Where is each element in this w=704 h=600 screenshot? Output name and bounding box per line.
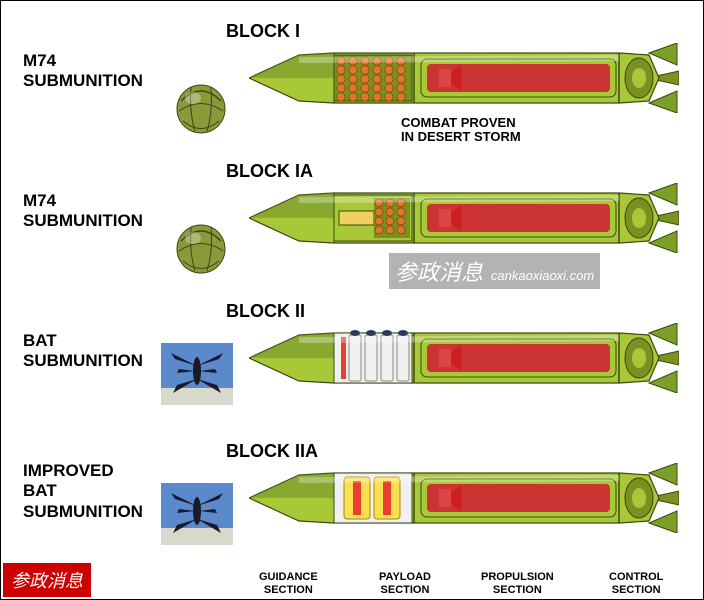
block-label-0: BLOCK I bbox=[226, 21, 300, 42]
watermark-red-text: 参政消息 bbox=[11, 571, 83, 591]
left-label-text-1: M74SUBMUNITION bbox=[23, 191, 143, 230]
left-label-2: BATSUBMUNITION bbox=[23, 331, 143, 372]
watermark-gray: 参政消息 cankaoxiaoxi.com bbox=[389, 253, 600, 289]
section-label-text-3: CONTROLSECTION bbox=[609, 571, 663, 596]
section-label-control: CONTROLSECTION bbox=[609, 571, 663, 597]
submun-ball-1 bbox=[171, 216, 231, 276]
section-label-propulsion: PROPULSIONSECTION bbox=[481, 571, 554, 597]
block-label-text-3: BLOCK IIA bbox=[226, 441, 318, 461]
caption-text-0: COMBAT PROVENIN DESERT STORM bbox=[401, 115, 521, 144]
section-label-text-0: GUIDANCESECTION bbox=[259, 571, 318, 596]
missile-2 bbox=[249, 323, 679, 393]
left-label-text-2: BATSUBMUNITION bbox=[23, 331, 143, 370]
section-label-payload: PAYLOADSECTION bbox=[379, 571, 431, 597]
block-label-text-1: BLOCK IA bbox=[226, 161, 313, 181]
section-label-text-1: PAYLOADSECTION bbox=[379, 571, 431, 596]
watermark-cn: 参政消息 bbox=[395, 260, 483, 285]
block-label-text-0: BLOCK I bbox=[226, 21, 300, 41]
block-label-2: BLOCK II bbox=[226, 301, 305, 322]
block-label-3: BLOCK IIA bbox=[226, 441, 318, 462]
caption-0: COMBAT PROVENIN DESERT STORM bbox=[401, 116, 521, 145]
left-label-3: IMPROVEDBATSUBMUNITION bbox=[23, 461, 143, 522]
missile-1 bbox=[249, 183, 679, 253]
watermark-red: 参政消息 bbox=[3, 563, 91, 597]
block-label-1: BLOCK IA bbox=[226, 161, 313, 182]
section-label-guidance: GUIDANCESECTION bbox=[259, 571, 318, 597]
missile-3 bbox=[249, 463, 679, 533]
submun-bat-2 bbox=[161, 343, 233, 405]
submun-ball-0 bbox=[171, 76, 231, 136]
watermark-en: cankaoxiaoxi.com bbox=[491, 268, 594, 283]
left-label-text-3: IMPROVEDBATSUBMUNITION bbox=[23, 461, 143, 521]
missile-0 bbox=[249, 43, 679, 113]
block-label-text-2: BLOCK II bbox=[226, 301, 305, 321]
left-label-text-0: M74SUBMUNITION bbox=[23, 51, 143, 90]
section-label-text-2: PROPULSIONSECTION bbox=[481, 571, 554, 596]
left-label-0: M74SUBMUNITION bbox=[23, 51, 143, 92]
left-label-1: M74SUBMUNITION bbox=[23, 191, 143, 232]
submun-bat-3 bbox=[161, 483, 233, 545]
